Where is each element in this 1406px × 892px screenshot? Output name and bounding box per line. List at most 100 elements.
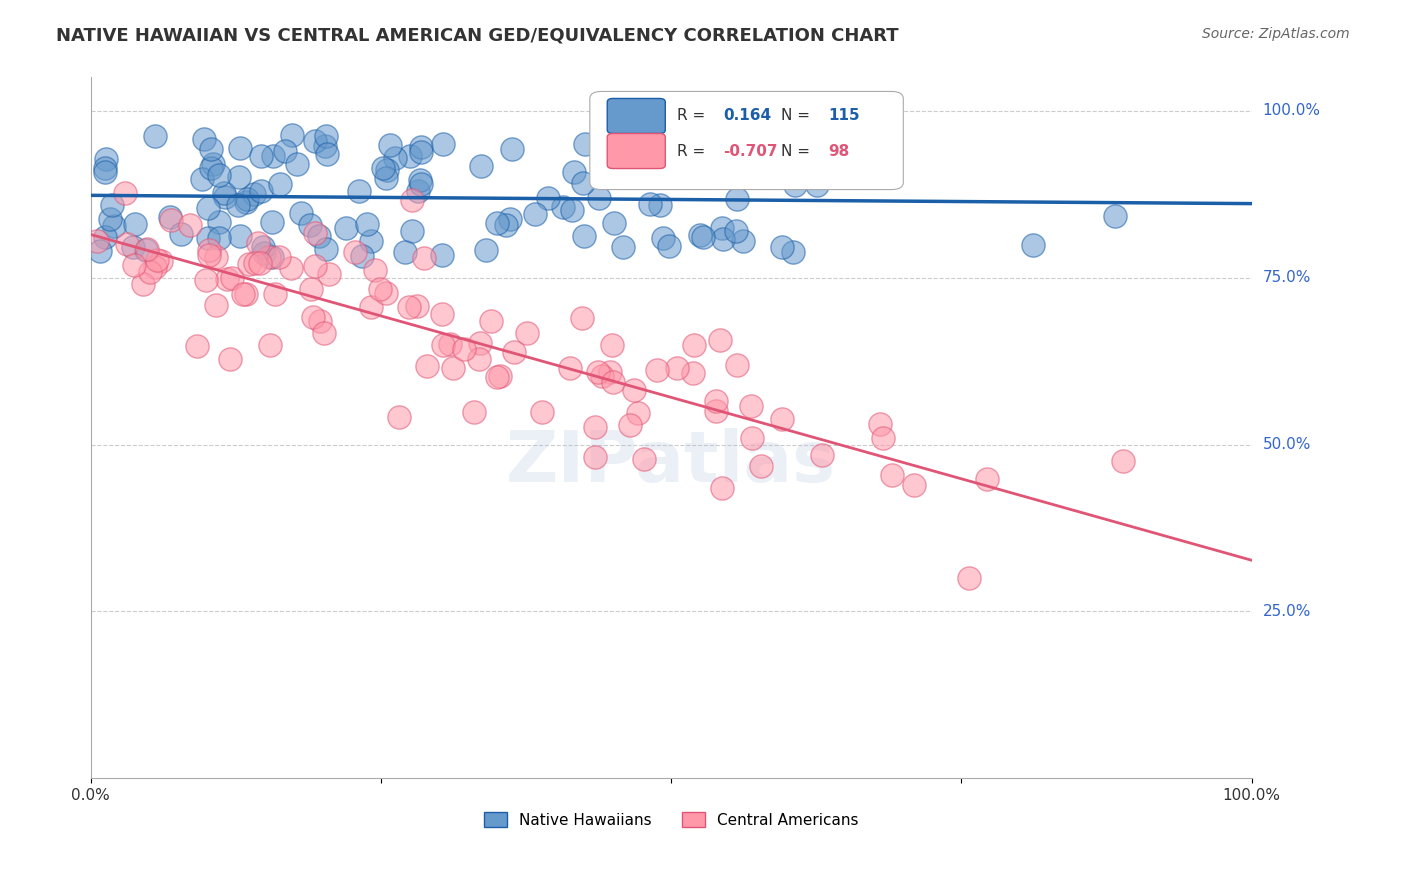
Text: 25.0%: 25.0% (1263, 604, 1310, 619)
Point (304, 226, 326, 240)
Point (430, 248, 453, 262)
Point (650, 198, 672, 212)
Point (612, 240, 634, 254)
Point (94, 165, 117, 179)
Point (388, 409, 411, 424)
Point (406, 184, 429, 198)
Point (531, 405, 554, 419)
Point (623, 383, 645, 397)
Point (409, 173, 432, 187)
Point (304, 259, 326, 273)
Point (280, 261, 302, 276)
Point (236, 192, 259, 206)
Point (692, 229, 714, 244)
Text: R =: R = (676, 144, 710, 159)
Text: 50.0%: 50.0% (1263, 437, 1310, 452)
Point (957, 571, 980, 585)
Point (571, 310, 593, 325)
FancyBboxPatch shape (607, 98, 665, 134)
Point (274, 145, 297, 159)
Point (710, 221, 733, 235)
Point (228, 198, 250, 212)
Point (200, 142, 222, 156)
Point (682, 161, 704, 175)
Point (198, 243, 221, 257)
Point (645, 363, 668, 377)
Point (374, 170, 396, 185)
Point (249, 149, 271, 163)
Point (143, 129, 166, 144)
Point (100, 198, 122, 212)
Point (441, 361, 464, 376)
Point (770, 412, 793, 426)
Point (243, 186, 266, 201)
Point (499, 211, 522, 226)
Point (198, 248, 221, 262)
Point (523, 207, 546, 221)
Point (208, 230, 231, 244)
Point (208, 168, 231, 182)
Point (229, 229, 252, 244)
Point (869, 417, 891, 432)
Point (1104, 209, 1126, 223)
FancyBboxPatch shape (591, 92, 903, 190)
Point (731, 235, 754, 249)
Point (169, 227, 191, 241)
Point (145, 260, 167, 275)
Point (741, 432, 763, 446)
Point (314, 139, 336, 153)
Point (686, 143, 709, 157)
Point (724, 224, 747, 238)
Point (740, 399, 762, 413)
Point (193, 132, 215, 146)
Point (229, 141, 252, 155)
Point (159, 213, 181, 227)
Point (811, 121, 834, 136)
Legend: Native Hawaiians, Central Americans: Native Hawaiians, Central Americans (478, 805, 865, 834)
Point (683, 338, 706, 352)
Point (903, 478, 925, 492)
Point (571, 176, 593, 190)
Point (516, 326, 538, 341)
Point (312, 326, 335, 341)
Point (666, 361, 689, 376)
Point (159, 211, 181, 225)
Point (195, 272, 218, 286)
Point (572, 228, 595, 243)
Point (356, 217, 378, 231)
Point (704, 404, 727, 418)
Point (682, 367, 704, 381)
Point (212, 186, 235, 200)
Point (252, 240, 274, 254)
Point (599, 365, 621, 379)
Point (503, 345, 526, 359)
Point (259, 338, 281, 352)
Point (238, 257, 260, 271)
Point (537, 191, 560, 205)
Point (122, 240, 145, 254)
Point (731, 155, 754, 169)
Point (205, 250, 228, 264)
Point (872, 431, 894, 445)
Point (103, 219, 125, 233)
Point (98, 211, 121, 226)
Point (371, 161, 394, 175)
Point (377, 162, 399, 177)
Point (264, 287, 287, 301)
Point (658, 239, 681, 253)
Point (638, 196, 661, 211)
Point (347, 184, 370, 198)
Point (495, 218, 517, 232)
Point (406, 299, 429, 313)
Point (364, 263, 387, 277)
Point (235, 286, 257, 301)
Point (204, 298, 226, 312)
Point (378, 137, 401, 152)
Text: ZIPatlas: ZIPatlas (506, 428, 837, 498)
Point (214, 189, 236, 203)
Point (725, 146, 748, 161)
Point (146, 252, 169, 267)
Point (219, 351, 242, 366)
Point (880, 468, 903, 483)
Text: 115: 115 (828, 109, 859, 123)
